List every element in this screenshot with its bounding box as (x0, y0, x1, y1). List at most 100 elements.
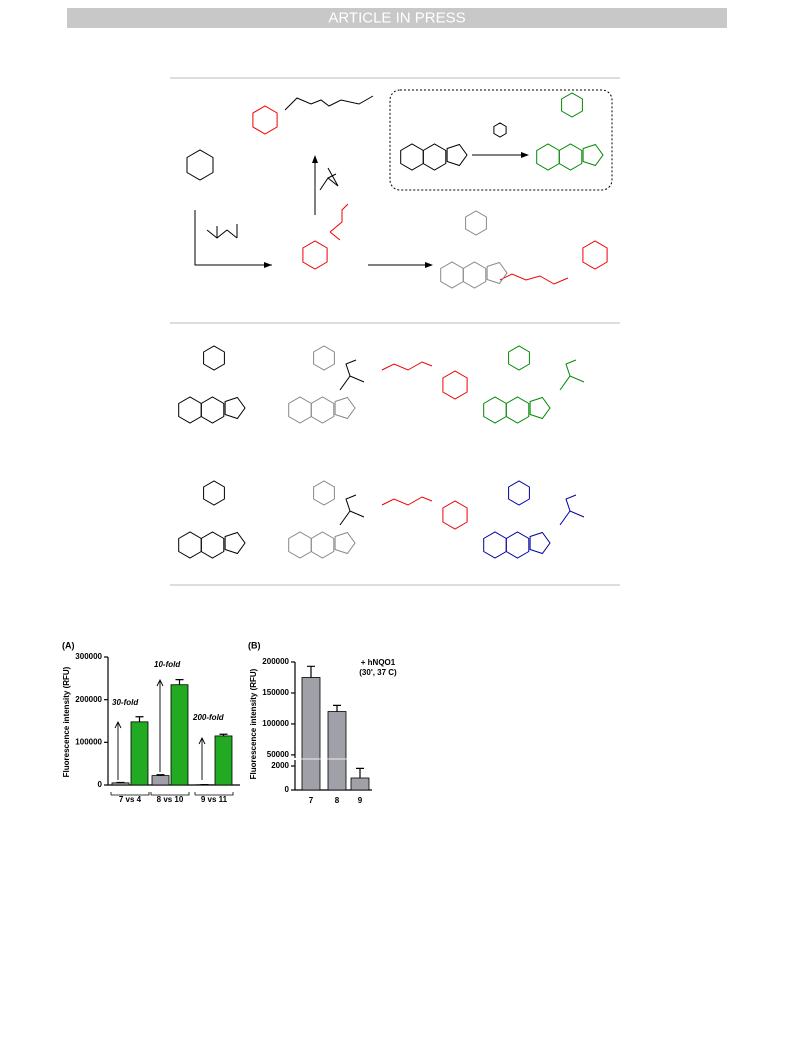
bar (327, 711, 347, 791)
arrow (194, 210, 272, 266)
error-bar (307, 665, 315, 678)
y-tick-label: 2000 (271, 761, 289, 770)
error-bar (135, 716, 144, 722)
error-bar (219, 733, 228, 736)
fold-annotation: 200-fold (192, 713, 225, 722)
bond (381, 361, 433, 371)
bond (319, 167, 339, 191)
ring (313, 345, 335, 371)
y-tick-label: 0 (98, 780, 103, 789)
ring (505, 531, 530, 559)
header-bar (67, 8, 727, 28)
bar (301, 677, 321, 791)
ring (529, 396, 551, 420)
bond (206, 224, 238, 239)
fold-annotation: 10-fold (154, 660, 181, 669)
bond (339, 359, 365, 391)
error-bar (356, 767, 364, 778)
ring (203, 345, 225, 371)
fold-annotation: 30-fold (112, 698, 139, 707)
axis-break (289, 758, 369, 760)
y-tick-label: 50000 (267, 750, 290, 759)
panel-label: (B) (248, 640, 261, 650)
arrow-head (521, 152, 529, 158)
ring (465, 210, 487, 236)
y-tick-label: 100000 (262, 719, 289, 728)
fold-arrow (156, 678, 164, 772)
scheme (170, 77, 620, 586)
y-tick-label: 150000 (262, 688, 289, 697)
ring (582, 143, 604, 167)
ring (178, 396, 202, 424)
ring (442, 370, 468, 400)
y-axis-label: Fluorescence intensity (RFU) (249, 668, 258, 779)
bar (170, 684, 189, 786)
ring (203, 480, 225, 506)
ring (302, 240, 328, 270)
ring (334, 396, 356, 420)
ring (440, 261, 464, 289)
ring (200, 396, 225, 424)
ring (422, 143, 447, 171)
ring (483, 531, 507, 559)
ring (582, 240, 608, 270)
category-bracket (110, 792, 150, 796)
bond (329, 203, 349, 241)
ring (310, 531, 335, 559)
ring (529, 531, 551, 555)
inset-box (389, 89, 613, 191)
x-tick-label: 8 vs 10 (157, 795, 184, 804)
ring (310, 396, 335, 424)
bond (499, 273, 569, 285)
ring (561, 92, 583, 118)
y-axis-label: Fluorescence intensity (RFU) (62, 666, 71, 777)
arrow-head (425, 262, 433, 268)
fold-arrow (114, 720, 122, 780)
condition-label: (30', 37 C) (359, 668, 397, 677)
y-tick-label: 200000 (262, 657, 289, 666)
arrow-head (264, 262, 272, 268)
fold-arrow (198, 736, 206, 780)
bar (350, 777, 370, 791)
ring (536, 143, 560, 171)
y-tick-label: 100000 (75, 737, 102, 746)
condition-label: + hNQO1 (361, 658, 396, 667)
ring (483, 396, 507, 424)
ring (224, 396, 246, 420)
figure: (A) Fluorescence intensity (RFU) 0 100000 20… (62, 640, 397, 805)
ring (462, 261, 487, 289)
y-tick-label: 0 (285, 785, 290, 794)
bond (559, 494, 585, 526)
bar (111, 782, 130, 786)
ring (400, 143, 424, 171)
ring (508, 345, 530, 371)
ring (288, 396, 312, 424)
header-text: ARTICLE IN PRESS (328, 9, 465, 26)
error-bar (175, 679, 184, 685)
bond (559, 359, 585, 391)
ring (493, 122, 507, 138)
ring (288, 531, 312, 559)
x-tick-label: 9 (358, 796, 363, 805)
x-tick-label: 8 (335, 796, 340, 805)
ring (178, 531, 202, 559)
ring (334, 531, 356, 555)
error-bar (156, 774, 165, 776)
bar (151, 775, 170, 786)
bond (339, 494, 365, 526)
ring (505, 396, 530, 424)
category-bracket (150, 792, 190, 796)
arrow-head (312, 155, 318, 163)
y-tick-label: 200000 (75, 695, 102, 704)
rings (178, 92, 608, 559)
bar (130, 721, 149, 786)
ring (442, 500, 468, 530)
y-tick-label: 300000 (75, 652, 102, 661)
x-tick-label: 7 vs 4 (119, 795, 142, 804)
category-bracket (194, 792, 234, 796)
ring (446, 143, 468, 167)
bar (214, 735, 233, 786)
ring (508, 480, 530, 506)
ring (486, 261, 508, 285)
